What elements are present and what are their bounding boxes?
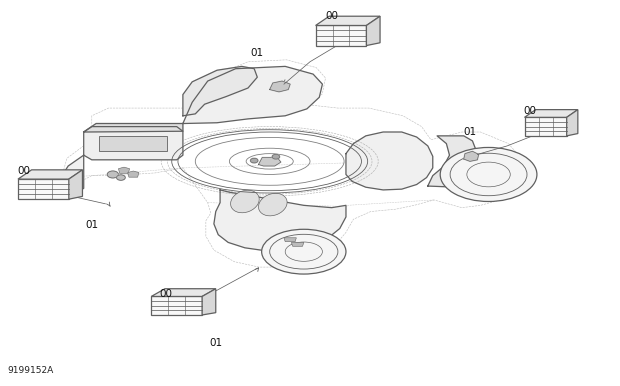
Circle shape xyxy=(272,154,280,159)
Polygon shape xyxy=(525,110,578,117)
Polygon shape xyxy=(118,167,130,173)
Ellipse shape xyxy=(259,193,287,216)
Polygon shape xyxy=(18,170,82,179)
Text: 01: 01 xyxy=(209,338,223,348)
Polygon shape xyxy=(202,289,216,315)
Circle shape xyxy=(117,175,125,180)
Polygon shape xyxy=(59,155,84,194)
Polygon shape xyxy=(18,179,69,199)
Polygon shape xyxy=(346,132,433,190)
Polygon shape xyxy=(99,136,167,151)
Polygon shape xyxy=(84,127,183,160)
Text: 01: 01 xyxy=(463,127,477,137)
Polygon shape xyxy=(428,136,476,187)
Polygon shape xyxy=(151,296,202,315)
Polygon shape xyxy=(128,171,139,177)
Polygon shape xyxy=(316,16,380,25)
Polygon shape xyxy=(567,110,578,136)
Text: 00: 00 xyxy=(326,11,338,21)
Text: 00: 00 xyxy=(524,106,536,116)
Circle shape xyxy=(250,158,258,163)
Polygon shape xyxy=(214,190,346,251)
Polygon shape xyxy=(183,66,322,124)
Text: 00: 00 xyxy=(160,289,172,299)
Ellipse shape xyxy=(231,190,259,213)
Text: 01: 01 xyxy=(85,220,99,230)
Ellipse shape xyxy=(440,147,537,201)
Polygon shape xyxy=(270,81,290,92)
Polygon shape xyxy=(84,124,183,132)
Polygon shape xyxy=(366,16,380,46)
Polygon shape xyxy=(291,242,304,246)
Polygon shape xyxy=(151,289,216,296)
Text: 00: 00 xyxy=(17,166,30,176)
Ellipse shape xyxy=(262,229,346,274)
Text: 01: 01 xyxy=(250,48,264,58)
Polygon shape xyxy=(183,66,257,116)
Polygon shape xyxy=(316,25,366,46)
Text: 9199152A: 9199152A xyxy=(7,366,54,375)
Polygon shape xyxy=(259,157,281,166)
Polygon shape xyxy=(69,170,82,199)
Polygon shape xyxy=(464,151,479,161)
Circle shape xyxy=(107,171,118,178)
Polygon shape xyxy=(525,117,567,136)
Polygon shape xyxy=(284,238,296,242)
